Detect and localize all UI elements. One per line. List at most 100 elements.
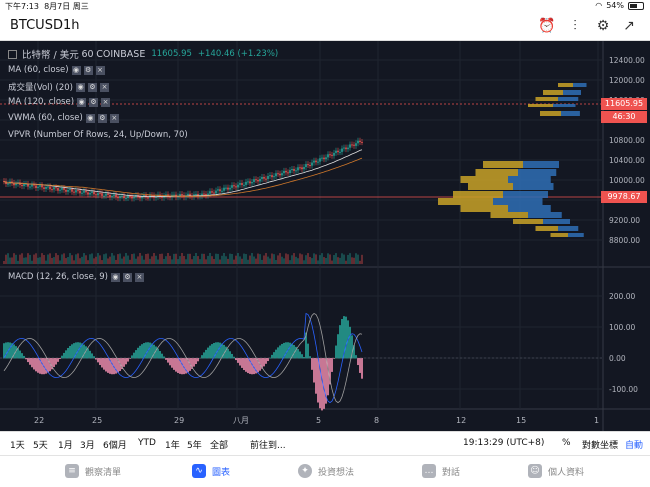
close-icon[interactable]: × <box>100 82 109 92</box>
tab-ideas[interactable]: ✦ 投資想法 <box>298 464 354 478</box>
time-tick-label: 25 <box>92 416 102 425</box>
chart-area[interactable]: 12400.0012000.0011600.0011200.0010800.00… <box>0 41 650 431</box>
tab-chat[interactable]: … 對話 <box>422 464 460 478</box>
tab-chart[interactable]: ∿ 圖表 <box>192 464 230 478</box>
range-3m[interactable]: 3月 <box>80 441 95 451</box>
volume-bar <box>167 253 169 264</box>
candle-body <box>359 140 361 142</box>
tab-label: 對話 <box>442 467 461 478</box>
candle-body <box>103 195 105 197</box>
macd-histogram-bar <box>53 358 55 368</box>
macd-histogram-bar <box>233 356 235 359</box>
signal-line <box>3 313 363 404</box>
range-5d[interactable]: 5天 <box>33 441 48 451</box>
candle-body <box>221 190 223 192</box>
range-1y[interactable]: 1年 <box>165 441 180 451</box>
auto-toggle[interactable]: 自動 <box>625 441 644 451</box>
macd-histogram-bar <box>161 353 163 359</box>
alarm-icon[interactable]: ⏰ <box>538 18 556 34</box>
gear-icon[interactable]: ⚙ <box>122 272 132 282</box>
volume-bar <box>315 254 317 264</box>
macd-histogram-bar <box>125 358 127 365</box>
volume-profile-bar <box>550 233 568 237</box>
macd-histogram-bar <box>79 342 81 359</box>
gear-icon[interactable]: ⚙ <box>97 113 107 123</box>
close-icon[interactable]: × <box>95 65 105 75</box>
gear-icon[interactable]: ⚙ <box>83 65 93 75</box>
candle-body <box>267 175 269 179</box>
indicators-icon[interactable]: ⫶ <box>573 18 577 34</box>
eye-icon[interactable]: ◉ <box>85 113 95 123</box>
log-toggle[interactable]: 對數坐標 <box>582 441 619 451</box>
battery-icon <box>628 1 644 10</box>
macd-histogram-bar <box>11 343 13 359</box>
close-icon[interactable]: × <box>109 113 119 123</box>
volume-bar <box>275 260 277 264</box>
percent-toggle[interactable]: % <box>562 438 571 448</box>
macd-histogram-bar <box>343 316 345 359</box>
candle-body <box>57 188 59 191</box>
macd-histogram-bar <box>325 358 327 404</box>
volume-bar <box>339 257 341 264</box>
candle-body <box>99 193 101 195</box>
macd-histogram-bar <box>71 344 73 359</box>
volume-bar <box>91 253 93 264</box>
range-1m[interactable]: 1月 <box>58 441 73 451</box>
candle-body <box>319 158 321 162</box>
share-icon[interactable]: ↗ <box>623 18 635 34</box>
symbol-selector[interactable]: BTCUSD <box>10 18 63 33</box>
candle-body <box>303 167 305 170</box>
candle-body <box>237 184 239 188</box>
macd-histogram-bar <box>157 348 159 359</box>
eye-icon[interactable]: ◉ <box>77 97 87 107</box>
settings-icon[interactable]: ⚙ <box>596 18 610 34</box>
volume-bar <box>173 253 175 264</box>
macd-histogram-bar <box>97 358 99 363</box>
candle-body <box>131 196 133 199</box>
collapse-icon[interactable] <box>8 49 17 59</box>
macd-histogram-bar <box>177 358 179 373</box>
close-icon[interactable]: × <box>134 272 144 282</box>
candle-body <box>311 162 313 166</box>
volume-profile-bar <box>483 161 523 168</box>
range-1d[interactable]: 1天 <box>10 441 25 451</box>
macd-histogram-bar <box>67 347 69 359</box>
macd-histogram-bar <box>127 358 129 362</box>
candle-body <box>23 183 25 187</box>
eye-icon[interactable]: ◉ <box>110 272 120 282</box>
candle-body <box>201 193 203 197</box>
macd-histogram-bar <box>225 346 227 359</box>
volume-bar <box>225 256 227 264</box>
timeframe-selector[interactable]: 1h <box>63 18 80 33</box>
tab-watchlist[interactable]: ≡ 觀察清單 <box>65 464 121 478</box>
range-5y[interactable]: 5年 <box>187 441 202 451</box>
gear-icon[interactable]: ⚙ <box>88 82 97 92</box>
candle-body <box>199 196 201 198</box>
volume-profile-bar <box>460 205 508 212</box>
macd-histogram-bar <box>349 326 351 359</box>
macd-histogram-bar <box>273 352 275 359</box>
gear-icon[interactable]: ⚙ <box>89 97 99 107</box>
eye-icon[interactable]: ◉ <box>71 65 81 75</box>
macd-histogram-bar <box>87 348 89 359</box>
range-all[interactable]: 全部 <box>210 441 229 451</box>
volume-profile-bar <box>535 226 558 231</box>
candle-body <box>355 143 357 146</box>
candle-body <box>263 176 265 179</box>
macd-histogram-bar <box>351 335 353 359</box>
candle-body <box>113 194 115 196</box>
macd-histogram-bar <box>95 358 97 360</box>
legend-macd: MACD (12, 26, close, 9) ◉ ⚙ × <box>8 272 144 282</box>
volume-bar <box>53 257 55 264</box>
tab-profile[interactable]: ☺ 個人資料 <box>528 464 584 478</box>
candle-body <box>203 193 205 195</box>
candle-body <box>111 195 113 198</box>
range-6m[interactable]: 6個月 <box>103 441 127 451</box>
goto-button[interactable]: 前往到... <box>250 441 286 451</box>
macd-histogram-bar <box>141 344 143 359</box>
close-icon[interactable]: × <box>101 97 111 107</box>
volume-bar <box>359 260 361 264</box>
eye-icon[interactable]: ◉ <box>76 82 85 92</box>
volume-bar <box>155 255 157 264</box>
range-ytd[interactable]: YTD <box>138 438 156 448</box>
